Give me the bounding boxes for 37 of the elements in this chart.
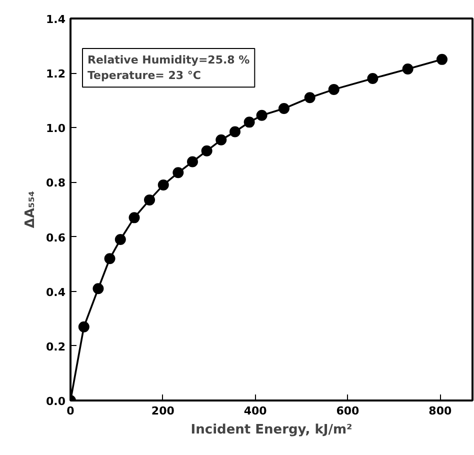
y-tick-label: 1.4 [46,13,66,26]
x-tick-label: 800 [428,404,452,418]
x-tick-label: 0 [66,404,75,418]
y-tick-label: 0.8 [46,176,66,190]
point [216,134,227,146]
y-axis-title: ΔA₅₅₄ [23,190,38,228]
point [104,253,116,264]
point [256,110,268,121]
y-tick-label: 0.2 [46,340,66,354]
x-tick-label: 600 [336,404,360,418]
x-tick-label: 200 [151,404,175,418]
point [229,126,240,138]
point [402,63,414,74]
point [244,116,255,128]
annotation: Relative Humidity=25.8 % [88,54,250,66]
point [328,84,340,95]
point [78,321,90,332]
x-tick-label: 400 [244,404,268,418]
point [92,283,104,294]
point [201,145,212,156]
y-tick-label: 0.6 [46,231,66,244]
point [172,167,184,178]
y-tick-label: 1.0 [46,122,66,136]
point [436,54,448,65]
x-axis-title: Incident Energy, kJ/m² [190,422,352,438]
point [144,194,156,206]
point [158,179,169,190]
point [128,212,140,224]
y-tick-label: 0.0 [46,395,66,408]
point [114,234,126,246]
point [304,92,316,104]
y-tick-label: 0.4 [46,286,66,299]
y-tick-label: 1.2 [46,68,66,81]
point [278,103,290,114]
point [367,73,378,84]
annotation: Teperature= 23 °C [88,69,201,82]
point [186,156,198,168]
